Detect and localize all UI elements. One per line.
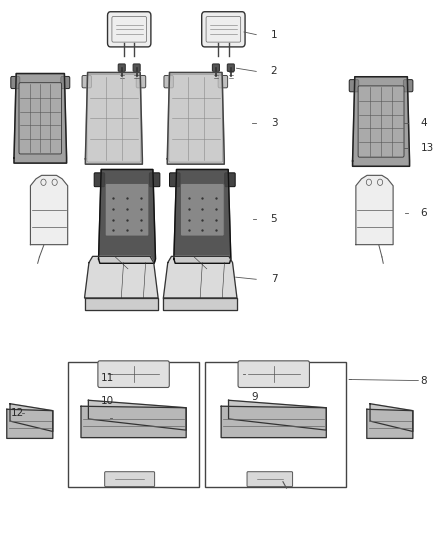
FancyBboxPatch shape [105, 472, 155, 487]
FancyBboxPatch shape [218, 76, 228, 88]
FancyBboxPatch shape [358, 86, 404, 157]
Text: 4: 4 [420, 118, 427, 127]
Polygon shape [370, 404, 413, 432]
Text: 1: 1 [271, 30, 277, 39]
Polygon shape [353, 77, 410, 166]
FancyBboxPatch shape [107, 12, 151, 47]
Polygon shape [85, 72, 142, 164]
FancyBboxPatch shape [149, 173, 160, 187]
Polygon shape [174, 169, 231, 263]
Polygon shape [81, 406, 186, 438]
Text: 8: 8 [420, 376, 427, 385]
Bar [68, 362, 199, 487]
Polygon shape [229, 400, 326, 430]
FancyBboxPatch shape [349, 79, 359, 92]
FancyBboxPatch shape [227, 64, 234, 71]
FancyBboxPatch shape [170, 173, 180, 187]
FancyBboxPatch shape [19, 83, 62, 154]
FancyBboxPatch shape [98, 361, 169, 387]
Text: 2: 2 [271, 67, 277, 76]
FancyBboxPatch shape [403, 79, 413, 92]
Polygon shape [367, 409, 413, 438]
Polygon shape [10, 404, 53, 432]
FancyBboxPatch shape [94, 173, 105, 187]
Polygon shape [221, 406, 326, 438]
Polygon shape [99, 169, 155, 263]
Text: 9: 9 [251, 392, 258, 401]
Text: 13: 13 [420, 143, 434, 153]
Polygon shape [85, 256, 158, 298]
Text: 6: 6 [420, 208, 427, 218]
FancyBboxPatch shape [11, 76, 20, 88]
FancyBboxPatch shape [212, 64, 219, 71]
Text: 12: 12 [11, 408, 24, 418]
FancyBboxPatch shape [61, 76, 70, 88]
FancyBboxPatch shape [201, 12, 245, 47]
Polygon shape [85, 298, 158, 310]
Text: 10: 10 [101, 396, 114, 406]
FancyBboxPatch shape [136, 76, 146, 88]
FancyBboxPatch shape [225, 173, 235, 187]
Polygon shape [7, 409, 53, 438]
Text: 11: 11 [101, 374, 114, 383]
Polygon shape [163, 256, 237, 298]
FancyBboxPatch shape [82, 76, 92, 88]
FancyBboxPatch shape [105, 183, 149, 236]
FancyBboxPatch shape [133, 64, 140, 71]
Polygon shape [167, 72, 224, 164]
FancyBboxPatch shape [238, 361, 309, 387]
FancyBboxPatch shape [180, 183, 224, 236]
Polygon shape [163, 298, 237, 310]
FancyBboxPatch shape [247, 472, 293, 487]
Polygon shape [356, 175, 393, 245]
Polygon shape [88, 400, 186, 430]
FancyBboxPatch shape [118, 64, 125, 71]
Bar [205, 362, 346, 487]
Polygon shape [31, 175, 67, 245]
Text: 3: 3 [271, 118, 277, 127]
Text: 7: 7 [271, 274, 277, 284]
FancyBboxPatch shape [164, 76, 173, 88]
Polygon shape [14, 74, 67, 163]
Text: 5: 5 [271, 214, 277, 223]
